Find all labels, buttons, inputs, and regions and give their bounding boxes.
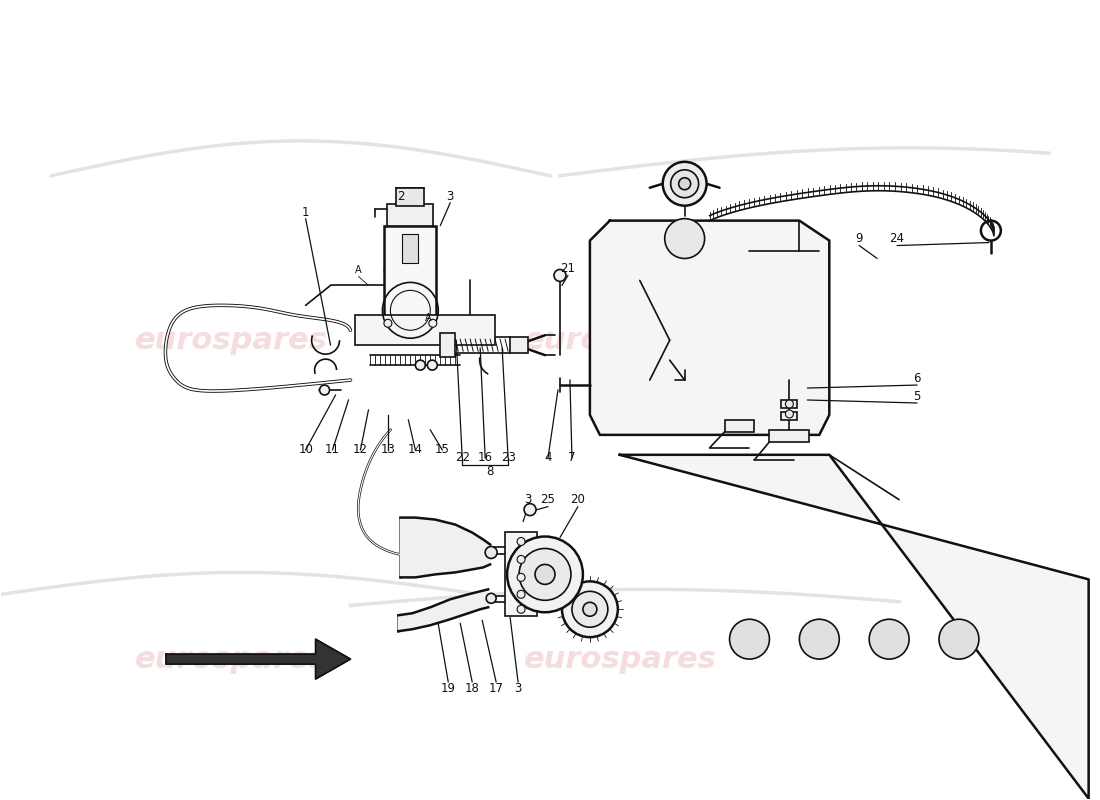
Text: 3: 3 <box>515 682 521 695</box>
Text: 4: 4 <box>544 451 552 464</box>
Circle shape <box>671 170 698 198</box>
Bar <box>396 188 425 206</box>
Text: 19: 19 <box>441 682 455 695</box>
Circle shape <box>427 360 438 370</box>
Text: 18: 18 <box>465 682 480 695</box>
Text: 3: 3 <box>447 190 454 203</box>
Text: eurospares: eurospares <box>524 326 716 354</box>
Bar <box>403 234 418 263</box>
Circle shape <box>517 590 525 598</box>
Circle shape <box>517 555 525 563</box>
Polygon shape <box>619 455 1089 798</box>
Polygon shape <box>590 221 829 435</box>
Circle shape <box>507 537 583 612</box>
Text: 10: 10 <box>298 443 314 456</box>
Text: 21: 21 <box>561 262 575 275</box>
Circle shape <box>535 565 556 584</box>
Circle shape <box>664 218 705 258</box>
Polygon shape <box>398 590 488 631</box>
Circle shape <box>384 319 392 327</box>
Text: 3: 3 <box>525 493 531 506</box>
Text: 15: 15 <box>434 443 450 456</box>
Circle shape <box>583 602 597 616</box>
Circle shape <box>869 619 909 659</box>
Text: 8: 8 <box>486 466 494 478</box>
Text: 6: 6 <box>913 371 921 385</box>
Circle shape <box>517 574 525 582</box>
Circle shape <box>416 360 426 370</box>
Bar <box>505 531 537 616</box>
Circle shape <box>517 606 525 614</box>
Polygon shape <box>166 639 351 679</box>
Bar <box>725 420 755 432</box>
Circle shape <box>485 546 497 558</box>
Circle shape <box>429 319 437 327</box>
Circle shape <box>785 410 793 418</box>
Text: 12: 12 <box>353 443 369 456</box>
Circle shape <box>662 162 706 206</box>
Circle shape <box>320 385 330 395</box>
Text: 2: 2 <box>397 190 404 203</box>
Bar <box>387 204 433 226</box>
Circle shape <box>800 619 839 659</box>
Bar <box>384 226 437 320</box>
Bar <box>769 430 810 442</box>
Circle shape <box>729 619 769 659</box>
Circle shape <box>572 591 608 627</box>
Text: 25: 25 <box>540 493 556 506</box>
Circle shape <box>517 538 525 546</box>
Text: eurospares: eurospares <box>524 645 716 674</box>
Text: A: A <box>425 314 431 323</box>
Text: eurospares: eurospares <box>134 645 327 674</box>
Circle shape <box>486 594 496 603</box>
Text: 17: 17 <box>488 682 504 695</box>
Text: 7: 7 <box>569 451 575 464</box>
Text: 22: 22 <box>454 451 470 464</box>
Text: 9: 9 <box>856 232 864 245</box>
Text: 20: 20 <box>571 493 585 506</box>
Text: 23: 23 <box>500 451 516 464</box>
Circle shape <box>679 178 691 190</box>
Polygon shape <box>400 518 491 578</box>
Text: 1: 1 <box>301 206 309 219</box>
Circle shape <box>554 270 566 282</box>
Text: A: A <box>355 266 362 275</box>
Bar <box>510 338 528 353</box>
Circle shape <box>519 549 571 600</box>
Text: 5: 5 <box>913 390 921 402</box>
Bar <box>355 315 495 345</box>
Circle shape <box>524 504 536 515</box>
Text: 14: 14 <box>408 443 422 456</box>
Text: 16: 16 <box>477 451 493 464</box>
Bar <box>781 412 798 420</box>
Text: 11: 11 <box>326 443 340 456</box>
Bar <box>440 334 455 357</box>
Text: 24: 24 <box>890 232 904 245</box>
Circle shape <box>939 619 979 659</box>
Text: 13: 13 <box>381 443 396 456</box>
Text: eurospares: eurospares <box>134 326 327 354</box>
Circle shape <box>562 582 618 637</box>
Circle shape <box>785 400 793 408</box>
Bar <box>781 400 798 408</box>
